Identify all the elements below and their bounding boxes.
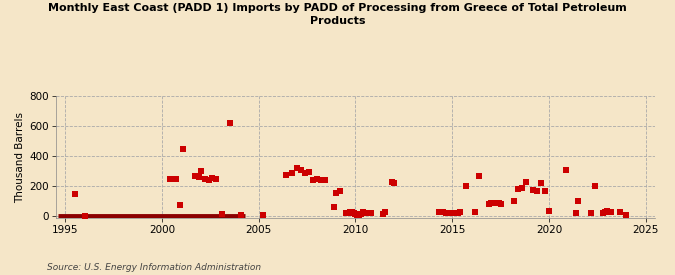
Y-axis label: Thousand Barrels: Thousand Barrels bbox=[15, 112, 25, 203]
Point bbox=[509, 199, 520, 203]
Point bbox=[590, 184, 601, 188]
Point bbox=[354, 212, 364, 217]
Point bbox=[599, 209, 610, 214]
Point bbox=[532, 189, 543, 194]
Text: Monthly East Coast (PADD 1) Imports by PADD of Processing from Greece of Total P: Monthly East Coast (PADD 1) Imports by P… bbox=[48, 3, 627, 26]
Point bbox=[543, 209, 554, 213]
Point bbox=[377, 211, 388, 216]
Point bbox=[445, 211, 456, 215]
Point bbox=[340, 211, 351, 215]
Point bbox=[257, 213, 268, 218]
Point bbox=[217, 211, 227, 216]
Point bbox=[300, 170, 310, 175]
Point bbox=[495, 202, 506, 206]
Point bbox=[195, 169, 206, 173]
Point bbox=[364, 211, 375, 215]
Point bbox=[485, 200, 496, 205]
Point bbox=[561, 167, 572, 172]
Point bbox=[379, 209, 390, 214]
Point bbox=[315, 178, 326, 182]
Point bbox=[342, 211, 353, 215]
Point bbox=[605, 210, 616, 214]
Point bbox=[70, 192, 80, 197]
Point bbox=[572, 199, 583, 203]
Point bbox=[296, 167, 306, 172]
Point bbox=[615, 210, 626, 214]
Point bbox=[362, 211, 373, 215]
Point bbox=[528, 188, 539, 192]
Point bbox=[356, 211, 367, 216]
Point bbox=[286, 171, 297, 175]
Point bbox=[470, 210, 481, 214]
Point bbox=[352, 212, 363, 217]
Point bbox=[454, 210, 465, 214]
Point bbox=[350, 211, 361, 216]
Point bbox=[292, 166, 303, 170]
Point bbox=[308, 178, 319, 182]
Point bbox=[441, 211, 452, 215]
Point bbox=[329, 205, 340, 209]
Point bbox=[358, 210, 369, 214]
Point bbox=[281, 173, 292, 177]
Point bbox=[539, 189, 550, 194]
Point bbox=[344, 209, 355, 214]
Point bbox=[516, 186, 527, 191]
Point bbox=[348, 211, 359, 215]
Point bbox=[199, 177, 210, 182]
Point bbox=[304, 170, 315, 174]
Point bbox=[331, 191, 342, 195]
Text: Source: U.S. Energy Information Administration: Source: U.S. Energy Information Administ… bbox=[47, 263, 261, 272]
Point bbox=[489, 201, 500, 205]
Point bbox=[319, 178, 330, 182]
Point bbox=[597, 211, 608, 215]
Point bbox=[387, 180, 398, 185]
Point bbox=[346, 210, 357, 214]
Point bbox=[437, 209, 448, 214]
Point bbox=[224, 121, 235, 125]
Point bbox=[621, 213, 632, 218]
Point bbox=[203, 178, 214, 182]
Point bbox=[453, 211, 464, 215]
Point bbox=[170, 177, 181, 182]
Point bbox=[335, 189, 346, 194]
Point bbox=[80, 214, 90, 218]
Point bbox=[311, 176, 322, 181]
Point bbox=[433, 210, 444, 214]
Point bbox=[493, 200, 504, 205]
Point bbox=[586, 211, 597, 215]
Point bbox=[449, 211, 460, 215]
Point bbox=[211, 177, 221, 182]
Point bbox=[601, 209, 612, 213]
Point bbox=[366, 211, 377, 215]
Point bbox=[389, 181, 400, 185]
Point bbox=[474, 174, 485, 178]
Point bbox=[570, 211, 581, 215]
Point bbox=[536, 181, 547, 185]
Point bbox=[174, 203, 185, 207]
Point bbox=[165, 176, 176, 181]
Point bbox=[520, 179, 531, 184]
Point bbox=[483, 202, 494, 206]
Point bbox=[460, 184, 471, 188]
Point bbox=[194, 175, 205, 179]
Point bbox=[207, 175, 218, 180]
Point bbox=[178, 146, 189, 151]
Point bbox=[447, 211, 458, 215]
Point bbox=[236, 213, 247, 218]
Point bbox=[512, 187, 523, 191]
Point bbox=[190, 174, 200, 178]
